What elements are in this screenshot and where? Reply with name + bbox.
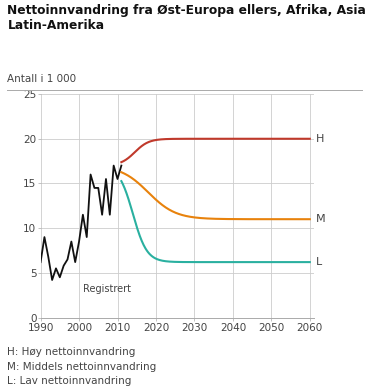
Text: L: L — [315, 257, 322, 267]
Text: M: Middels nettoinnvandring: M: Middels nettoinnvandring — [7, 362, 156, 372]
Text: H: H — [315, 134, 324, 144]
Text: M: M — [315, 214, 325, 224]
Text: H: Høy nettoinnvandring: H: Høy nettoinnvandring — [7, 347, 136, 357]
Text: Nettoinnvandring fra Øst-Europa ellers, Afrika, Asia og
Latin-Amerika: Nettoinnvandring fra Øst-Europa ellers, … — [7, 4, 369, 32]
Text: L: Lav nettoinnvandring: L: Lav nettoinnvandring — [7, 376, 132, 387]
Text: Antall i 1 000: Antall i 1 000 — [7, 74, 76, 84]
Text: Registrert: Registrert — [83, 283, 131, 294]
